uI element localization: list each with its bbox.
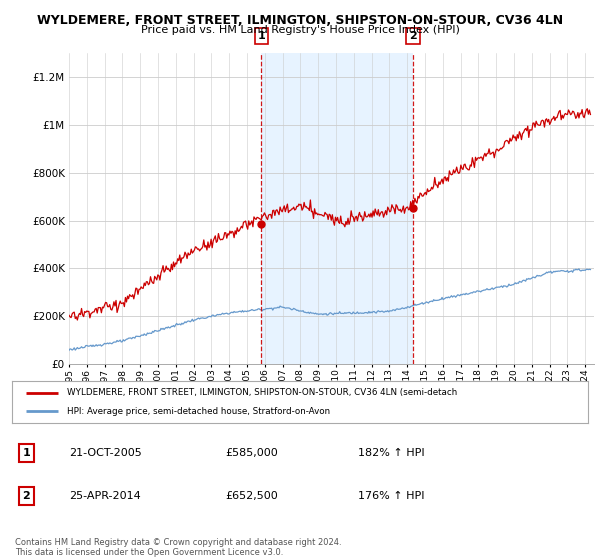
- Text: Contains HM Land Registry data © Crown copyright and database right 2024.
This d: Contains HM Land Registry data © Crown c…: [15, 538, 341, 557]
- Text: £652,500: £652,500: [225, 491, 278, 501]
- Text: 1: 1: [257, 31, 265, 41]
- Text: WYLDEMERE, FRONT STREET, ILMINGTON, SHIPSTON-ON-STOUR, CV36 4LN: WYLDEMERE, FRONT STREET, ILMINGTON, SHIP…: [37, 14, 563, 27]
- Text: 25-APR-2014: 25-APR-2014: [70, 491, 142, 501]
- Text: 176% ↑ HPI: 176% ↑ HPI: [358, 491, 424, 501]
- Text: 182% ↑ HPI: 182% ↑ HPI: [358, 449, 424, 458]
- Bar: [261, 53, 413, 364]
- Text: 2: 2: [23, 491, 30, 501]
- Text: 2: 2: [409, 31, 417, 41]
- Text: Price paid vs. HM Land Registry's House Price Index (HPI): Price paid vs. HM Land Registry's House …: [140, 25, 460, 35]
- Text: HPI: Average price, semi-detached house, Stratford-on-Avon: HPI: Average price, semi-detached house,…: [67, 407, 330, 416]
- Text: £585,000: £585,000: [225, 449, 278, 458]
- Text: 21-OCT-2005: 21-OCT-2005: [70, 449, 142, 458]
- Text: 1: 1: [23, 449, 30, 458]
- Text: WYLDEMERE, FRONT STREET, ILMINGTON, SHIPSTON-ON-STOUR, CV36 4LN (semi-detach: WYLDEMERE, FRONT STREET, ILMINGTON, SHIP…: [67, 388, 457, 397]
